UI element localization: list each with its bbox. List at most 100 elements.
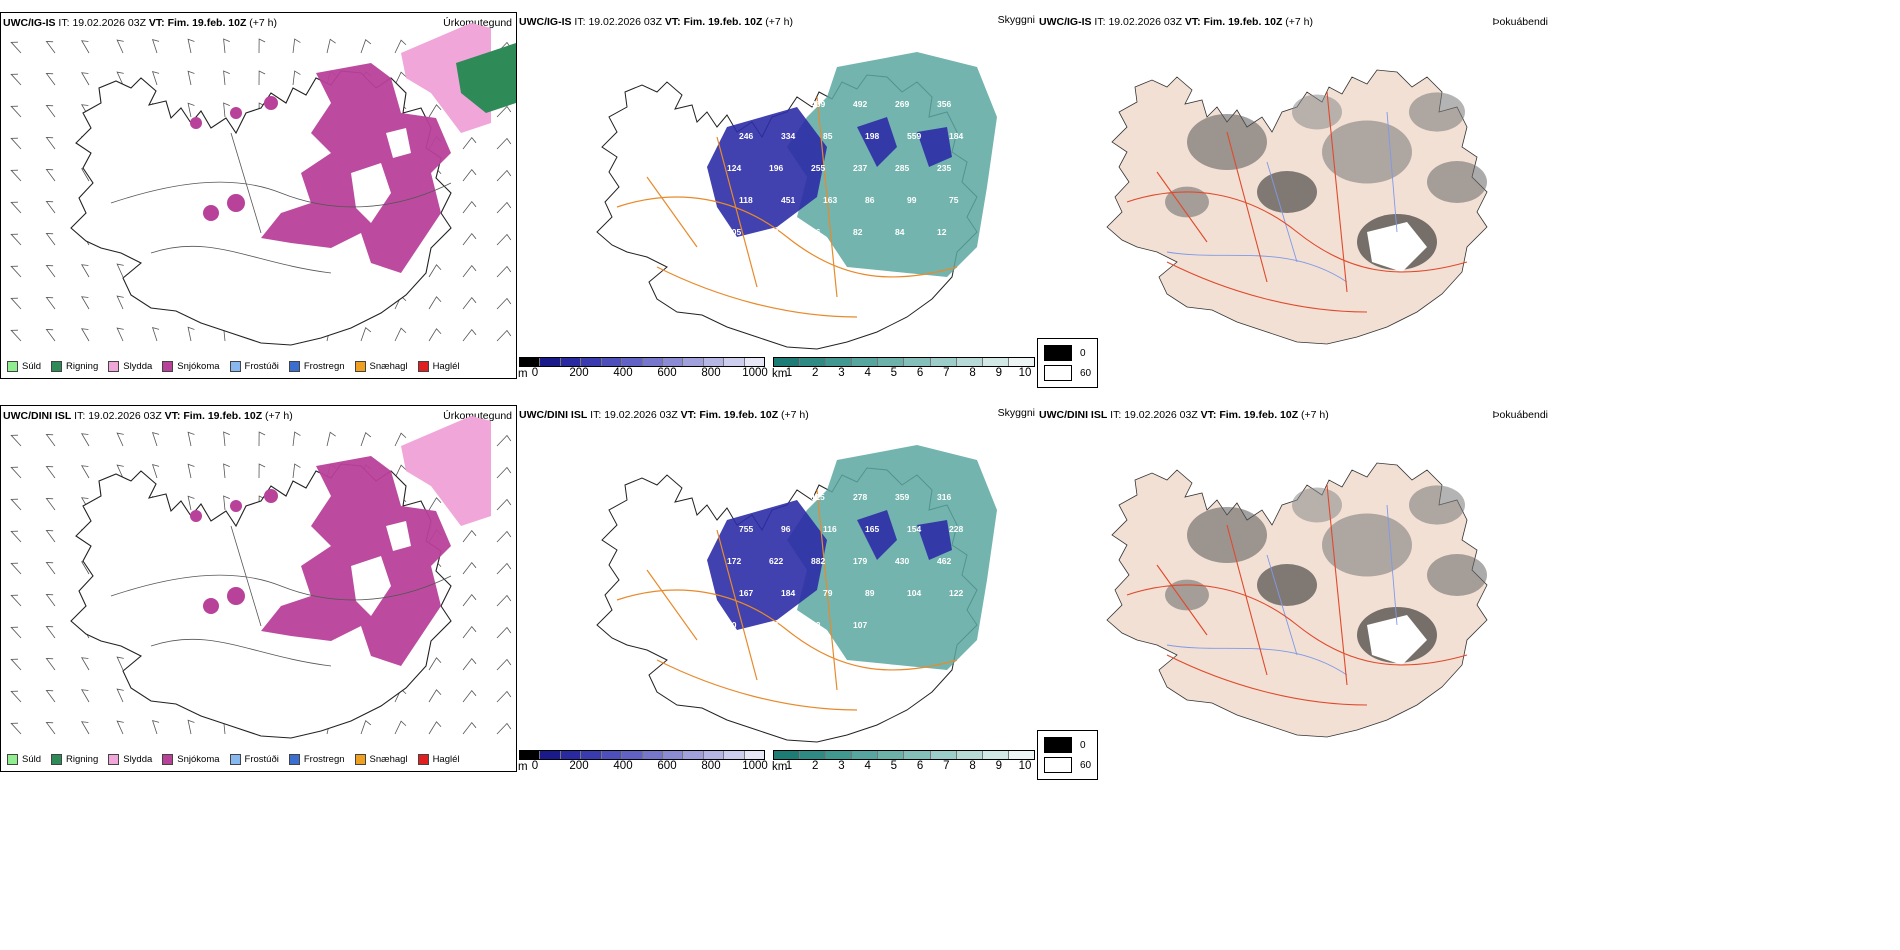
fog-legend-label: 60 [1080, 759, 1092, 771]
legend-label: Súld [22, 754, 42, 765]
legend-label: Slydda [123, 754, 153, 765]
precip-legend-item: Snjókoma [162, 361, 220, 372]
cloud-base-label: 154 [907, 524, 921, 534]
iceland-outline [1106, 462, 1488, 738]
snow-area [261, 456, 451, 666]
precip-legend-item: Haglél [417, 361, 460, 372]
legend-label: Snjókoma [177, 754, 220, 765]
cloud-base-label: 622 [769, 556, 783, 566]
fog-legend-label: 0 [1080, 739, 1086, 751]
precip-legend-item: Rigning [51, 754, 98, 765]
cloud-base-label: 269 [895, 99, 909, 109]
cloud-panel-row1: UWC/IG-IS IT: 19.02.2026 03Z VT: Fim. 19… [517, 12, 1037, 379]
colorbar-tick: 200 [569, 367, 589, 379]
colorbar-tick: 1 [785, 367, 793, 379]
legend-label: Snæhagl [369, 361, 408, 372]
colorbar-strip [773, 357, 1035, 367]
cloud-base-label: 105 [727, 227, 741, 237]
colorbar-tick: 2 [812, 367, 819, 379]
cloud-base-label: 75 [949, 195, 959, 205]
fog-shading [1165, 579, 1209, 611]
cloud-base-label: 559 [907, 131, 921, 141]
panel-header: UWC/DINI ISL IT: 19.02.2026 03Z VT: Fim.… [3, 410, 293, 422]
cloud-base-label: 89 [865, 588, 875, 598]
colorbar-strip [519, 357, 765, 367]
cloud-panel-row2: UWC/DINI ISL IT: 19.02.2026 03Z VT: Fim.… [517, 405, 1037, 772]
legend-swatch [7, 361, 18, 372]
visibility-colorbar: 1 2 3 4 5 6 7 8 9 10 km [772, 750, 1035, 772]
precip-legend-item: Slydda [108, 754, 152, 765]
colorbar-tick: 0 [531, 367, 539, 379]
model-name: UWC/DINI ISL [1039, 409, 1108, 421]
colorbar-tick: 1 [785, 760, 793, 772]
colorbar-unit: km [772, 761, 788, 772]
precip-panel-row1: UWC/IG-IS IT: 19.02.2026 03Z VT: Fim. 19… [0, 12, 517, 379]
roads [616, 96, 958, 318]
cloud-base-label: 174 [769, 492, 783, 502]
fog-swatch-dark [1044, 737, 1072, 753]
colorbar-tick: 6 [916, 367, 924, 379]
cloud-base-label: 179 [853, 556, 867, 566]
cloud-base-label: 359 [895, 492, 909, 502]
it-label: IT: [58, 17, 70, 29]
colorbar-tick: 800 [701, 367, 721, 379]
fog-shading [1257, 171, 1317, 213]
precip-legend-item: Rigning [51, 361, 98, 372]
panel-header: UWC/IG-IS IT: 19.02.2026 03Z VT: Fim. 19… [519, 16, 793, 28]
vt-value: Fim. 19.feb. 10Z [1203, 16, 1283, 28]
cloud-base-label: 198 [865, 131, 879, 141]
fog-shading [1187, 507, 1267, 563]
panel-title: Úrkomutegund [443, 17, 512, 29]
fog-shading [1257, 564, 1317, 606]
panel-header: UWC/IG-IS IT: 19.02.2026 03Z VT: Fim. 19… [1039, 16, 1313, 28]
legend-swatch [288, 361, 300, 372]
fog-shading [1322, 513, 1412, 577]
colorbar-tick: 0 [531, 760, 539, 772]
colorbar-tick: 1000 [742, 760, 768, 772]
lead-time: (+7 h) [765, 16, 794, 28]
it-label: IT: [574, 16, 586, 28]
fog-shading [1427, 161, 1487, 203]
it-value: 19.02.2026 03Z [604, 409, 678, 421]
vt-label: VT: [1184, 16, 1201, 28]
precip-legend-item: Frostregn [288, 361, 345, 372]
model-name: UWC/DINI ISL [519, 409, 588, 421]
precip-legend-item: Súld [7, 754, 41, 765]
cloud-base-label: 118 [739, 195, 753, 205]
colorbar-tick: 8 [969, 760, 976, 772]
cloud-base-label: 116 [823, 524, 837, 534]
colorbar-tick: 7 [943, 760, 950, 772]
it-label: IT: [590, 409, 602, 421]
it-value: 19.02.2026 03Z [72, 17, 146, 29]
colorbar-tick-labels: 0 200 400 600 800 1000 [519, 760, 768, 772]
legend-label: Haglél [432, 361, 460, 372]
it-label: IT: [74, 410, 86, 422]
panel-title: Þokuábendi [1492, 16, 1548, 28]
fog-legend-label: 60 [1080, 367, 1092, 379]
it-value: 19.02.2026 03Z [1124, 409, 1198, 421]
cloud-base-label: 492 [853, 99, 867, 109]
cloud-base-label: 174 [769, 99, 783, 109]
fog-shading [1427, 554, 1487, 596]
colorbar-strip [519, 750, 765, 760]
cloud-base-label: 165 [865, 524, 879, 534]
iceland-outline [1106, 69, 1488, 345]
panel-title: Skyggni [997, 407, 1035, 419]
precip-legend-item: Snæhagl [354, 754, 408, 765]
legend-label: Slydda [123, 361, 153, 372]
precip-panel-row2: UWC/DINI ISL IT: 19.02.2026 03Z VT: Fim.… [0, 405, 517, 772]
visibility-colorbar: 1 2 3 4 5 6 7 8 9 10 km [772, 357, 1035, 379]
precip-legend-item: Slydda [108, 361, 152, 372]
fog-shading [1292, 94, 1342, 130]
cloud-base-label: 83 [769, 227, 779, 237]
precip-legend-item: Snjókoma [162, 754, 220, 765]
vt-label: VT: [148, 17, 165, 29]
legend-swatch [288, 754, 300, 765]
legend-swatch [51, 754, 63, 765]
precip-map [10, 416, 512, 739]
vt-value: Fim. 19.feb. 10Z [1219, 409, 1299, 421]
cloud-map: 370 174 115 278 359 316 755 96 116 165 154 228 172 62… [596, 445, 997, 743]
colorbar-tick: 3 [838, 760, 845, 772]
panel-header: UWC/IG-IS IT: 19.02.2026 03Z VT: Fim. 19… [3, 17, 277, 29]
panel-title: Skyggni [997, 14, 1035, 26]
